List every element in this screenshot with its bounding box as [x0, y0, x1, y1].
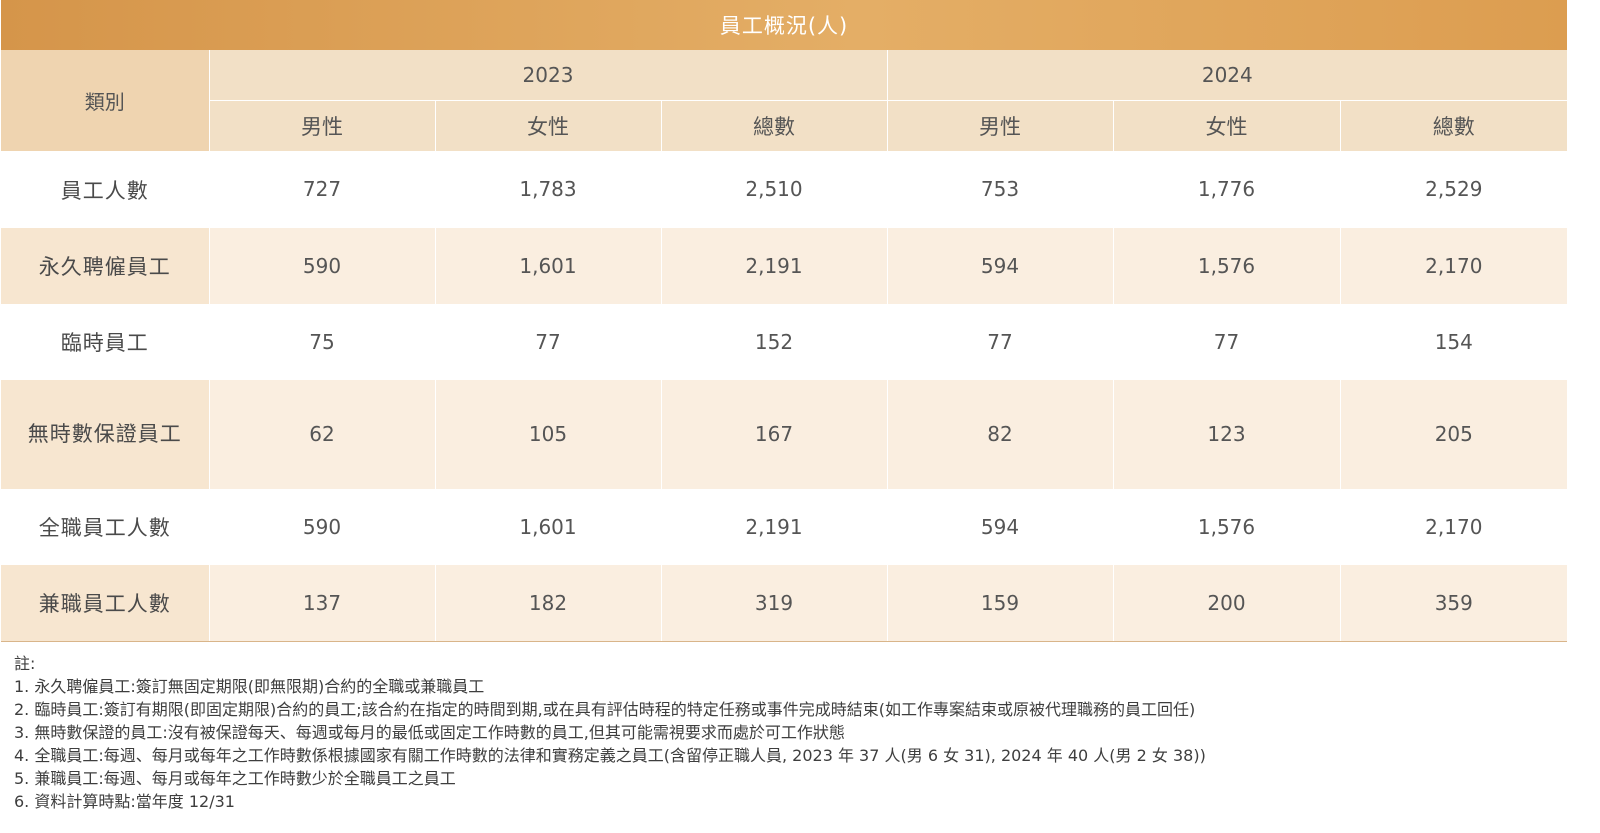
year-header-2023: 2023 — [208, 50, 887, 101]
cell-value: 182 — [434, 564, 661, 642]
cell-value: 2,191 — [660, 488, 887, 565]
cell-value: 159 — [886, 564, 1113, 642]
footnote-item: 4. 全職員工:每週、每月或每年之工作時數係根據國家有關工作時數的法律和實務定義… — [14, 745, 1206, 765]
footnote-item: 1. 永久聘僱員工:簽訂無固定期限(即無限期)合約的全職或兼職員工 — [14, 676, 485, 696]
cell-value: 205 — [1339, 379, 1568, 489]
cell-value: 75 — [208, 303, 435, 380]
cell-value: 2,191 — [660, 227, 887, 304]
table-row-full-time: 全職員工人數 590 1,601 2,191 594 1,576 2,170 — [1, 488, 1568, 565]
row-label: 永久聘僱員工 — [1, 227, 209, 304]
sub-header-total-2024: 總數 — [1339, 100, 1568, 151]
footnote-item: 5. 兼職員工:每週、每月或每年之工作時數少於全職員工之員工 — [14, 768, 456, 788]
cell-value: 1,576 — [1112, 227, 1340, 304]
cell-value: 753 — [886, 151, 1113, 228]
row-label: 無時數保證員工 — [1, 379, 209, 489]
sub-header-male-2023: 男性 — [208, 100, 435, 151]
employee-overview-table: 員工概況(人) 類別 2023 2024 男性 女性 總數 男性 女性 總數 員… — [1, 0, 1568, 642]
table-row-permanent-employees: 永久聘僱員工 590 1,601 2,191 594 1,576 2,170 — [1, 227, 1568, 304]
cell-value: 2,510 — [660, 151, 887, 228]
cell-value: 154 — [1339, 303, 1568, 380]
footnote-item: 6. 資料計算時點:當年度 12/31 — [14, 791, 235, 811]
cell-value: 1,576 — [1112, 488, 1340, 565]
cell-value: 137 — [208, 564, 435, 642]
sub-header-total-2023: 總數 — [660, 100, 887, 151]
sub-header-male-2024: 男性 — [886, 100, 1113, 151]
cell-value: 77 — [886, 303, 1113, 380]
table-row-non-guaranteed-hours: 無時數保證員工 62 105 167 82 123 205 — [1, 379, 1568, 489]
table-row-part-time: 兼職員工人數 137 182 319 159 200 359 — [1, 564, 1568, 642]
sub-header-female-2024: 女性 — [1112, 100, 1340, 151]
cell-value: 152 — [660, 303, 887, 380]
row-label-text: 無時數保證員工 — [27, 422, 182, 446]
cell-value: 1,601 — [434, 227, 661, 304]
cell-value: 77 — [434, 303, 661, 380]
row-label: 員工人數 — [1, 151, 209, 228]
cell-value: 82 — [886, 379, 1113, 489]
cell-value: 590 — [208, 488, 435, 565]
cell-value: 77 — [1112, 303, 1340, 380]
cell-value: 105 — [434, 379, 661, 489]
footnotes: 註: 1. 永久聘僱員工:簽訂無固定期限(即無限期)合約的全職或兼職員工 2. … — [1, 642, 1567, 813]
footnote-item: 3. 無時數保證的員工:沒有被保證每天、每週或每月的最低或固定工作時數的員工,但… — [14, 722, 845, 742]
sub-header-female-2023: 女性 — [434, 100, 661, 151]
cell-value: 200 — [1112, 564, 1340, 642]
row-label: 臨時員工 — [1, 303, 209, 380]
cell-value: 594 — [886, 227, 1113, 304]
cell-value: 167 — [660, 379, 887, 489]
cell-value: 1,601 — [434, 488, 661, 565]
footnotes-heading: 註: — [14, 653, 36, 673]
table-row-total-employees: 員工人數 727 1,783 2,510 753 1,776 2,529 — [1, 151, 1568, 228]
row-label: 兼職員工人數 — [1, 564, 209, 642]
cell-value: 1,783 — [434, 151, 661, 228]
cell-value: 2,170 — [1339, 488, 1568, 565]
table-title: 員工概況(人) — [1, 0, 1568, 50]
cell-value: 123 — [1112, 379, 1340, 489]
footnote-item: 2. 臨時員工:簽訂有期限(即固定期限)合約的員工;該合約在指定的時間到期,或在… — [14, 699, 1196, 719]
cell-value: 594 — [886, 488, 1113, 565]
cell-value: 1,776 — [1112, 151, 1340, 228]
category-header: 類別 — [1, 50, 209, 152]
table-row-temporary-employees: 臨時員工 75 77 152 77 77 154 — [1, 303, 1568, 380]
cell-value: 2,529 — [1339, 151, 1568, 228]
cell-value: 2,170 — [1339, 227, 1568, 304]
cell-value: 62 — [208, 379, 435, 489]
row-label: 全職員工人數 — [1, 488, 209, 565]
year-header-2024: 2024 — [886, 50, 1568, 101]
cell-value: 590 — [208, 227, 435, 304]
cell-value: 319 — [660, 564, 887, 642]
cell-value: 727 — [208, 151, 435, 228]
employee-overview-document: 員工概況(人) 類別 2023 2024 男性 女性 總數 男性 女性 總數 員… — [1, 0, 1568, 813]
cell-value: 359 — [1339, 564, 1568, 642]
